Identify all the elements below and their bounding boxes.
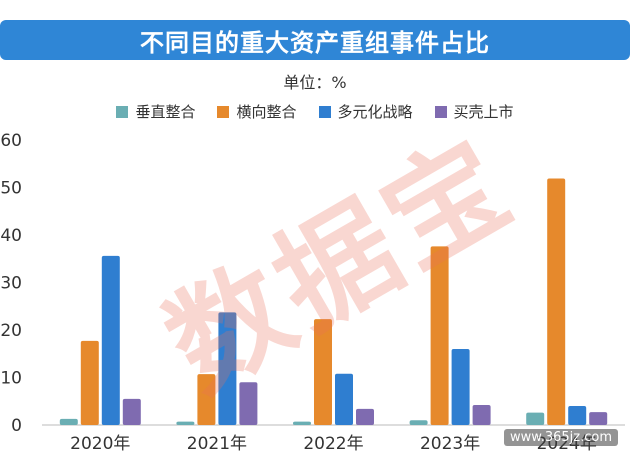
y-tick-label: 40 [0,226,22,246]
bar [197,374,216,425]
chart-title-bar: 不同目的重大资产重组事件占比 [0,20,630,60]
legend-item: 多元化战略 [318,101,413,122]
bar [472,405,491,425]
legend-swatch [318,105,331,118]
legend-swatch [217,105,230,118]
bar [314,319,332,425]
bar [451,349,470,425]
chart-title: 不同目的重大资产重组事件占比 [140,28,490,57]
bar [293,421,311,425]
bar [526,412,545,425]
y-tick-label: 50 [0,179,22,199]
legend-swatch [116,105,129,118]
bar [218,312,237,425]
y-tick-label: 30 [0,274,22,294]
legend-item: 垂直整合 [116,101,195,122]
bar [176,421,195,425]
unit-label: 单位：% [283,73,347,92]
legend-label: 垂直整合 [135,103,196,121]
bar [122,398,141,425]
y-tick-label: 60 [0,131,22,151]
bar [101,255,120,425]
bar [409,420,428,425]
legend-item: 横向整合 [217,101,297,122]
y-tick-label: 0 [11,416,22,436]
legend-label: 多元化战略 [337,103,413,121]
bar [335,373,353,425]
bar [568,406,587,425]
bar [239,382,258,425]
site-watermark: www.365jz.com [504,429,618,446]
legend: 垂直整合 横向整合 多元化战略 买壳上市 [0,101,630,122]
bar [589,412,608,425]
y-tick-label: 20 [0,321,22,341]
legend-label: 买壳上市 [453,103,514,121]
legend-label: 横向整合 [236,103,297,121]
x-tick-label: 2021年 [187,434,247,454]
bar [80,340,99,425]
x-tick-label: 2023年 [420,434,480,454]
y-tick-label: 10 [0,369,22,389]
bar [59,418,78,425]
bar [430,246,449,425]
x-tick-label: 2020年 [70,434,130,454]
bar [356,408,374,425]
legend-item: 买壳上市 [434,101,514,122]
x-tick-label: 2022年 [303,434,363,454]
legend-swatch [434,105,447,118]
bar [547,178,566,425]
